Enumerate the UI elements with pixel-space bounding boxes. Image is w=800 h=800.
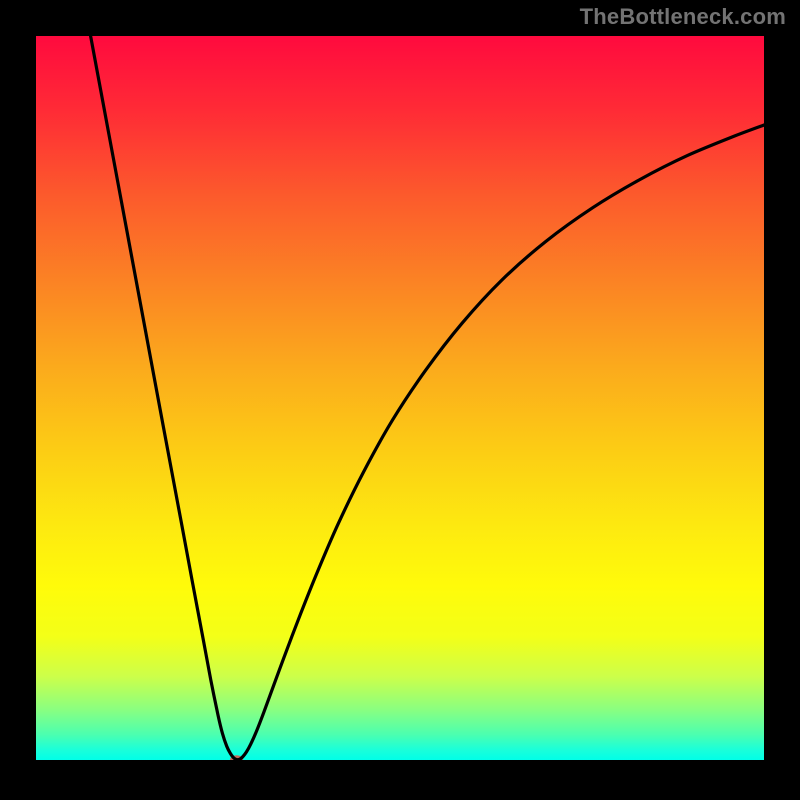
watermark-text: TheBottleneck.com [580,4,786,30]
chart-frame: TheBottleneck.com [0,0,800,800]
plot-outer-border [30,30,770,766]
gradient-background [36,36,764,760]
plot-svg [36,36,764,760]
plot-area [36,36,764,760]
